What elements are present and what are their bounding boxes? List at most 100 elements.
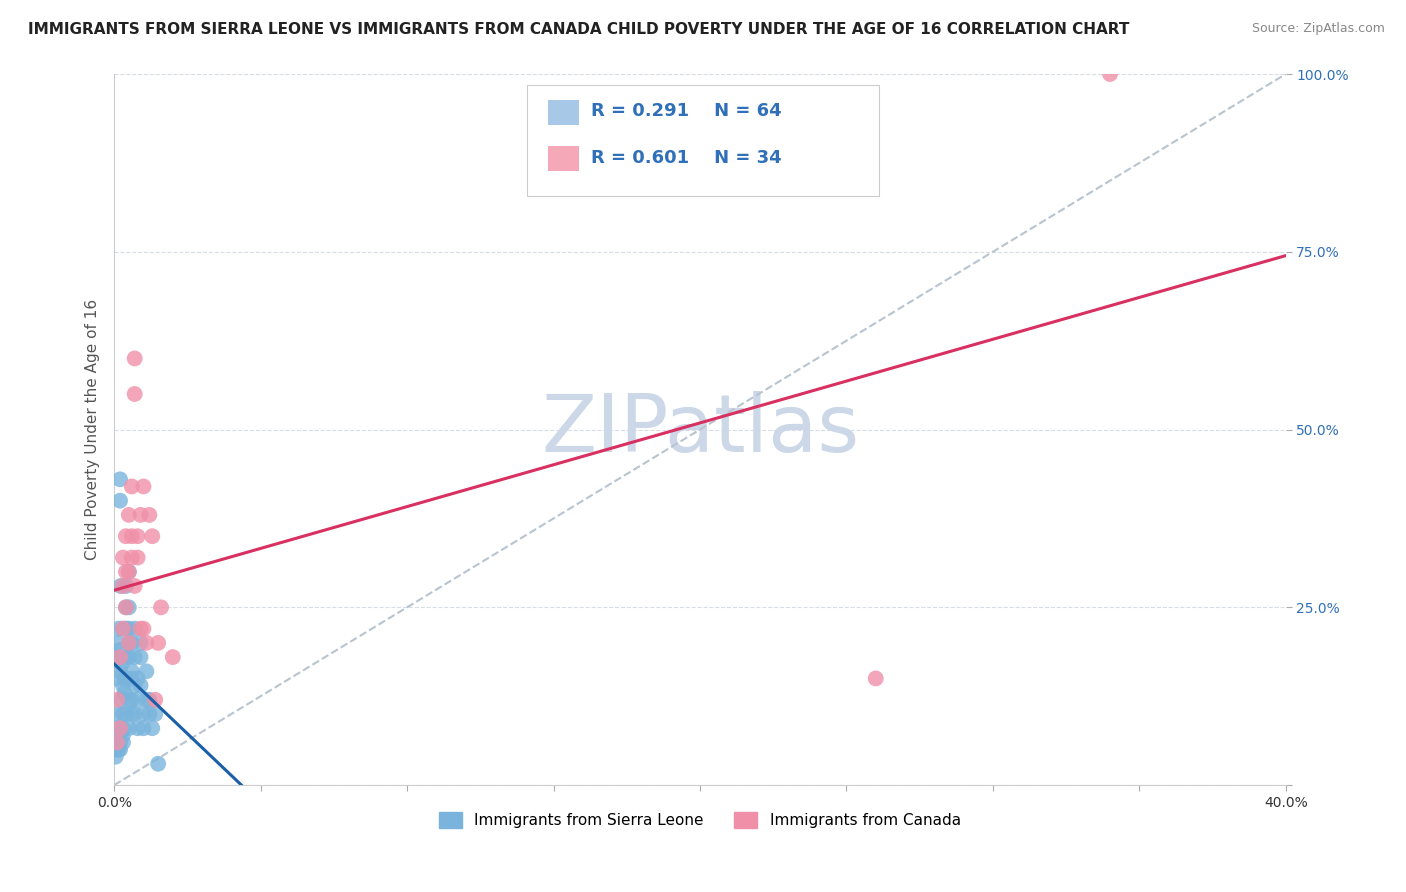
Point: [121, 529, 143, 543]
Point: [108, 643, 131, 657]
Point: [108, 742, 131, 756]
Point: [127, 692, 149, 706]
Point: [118, 622, 141, 636]
Point: [108, 665, 131, 679]
Point: [127, 529, 149, 543]
Point: [121, 672, 143, 686]
Point: [115, 565, 138, 579]
Point: [118, 650, 141, 665]
Point: [107, 742, 129, 756]
Point: [111, 735, 134, 749]
Point: [124, 622, 146, 636]
Point: [121, 706, 143, 721]
Point: [111, 679, 134, 693]
Point: [114, 686, 136, 700]
Text: IMMIGRANTS FROM SIERRA LEONE VS IMMIGRANTS FROM CANADA CHILD POVERTY UNDER THE A: IMMIGRANTS FROM SIERRA LEONE VS IMMIGRAN…: [28, 22, 1129, 37]
Point: [132, 721, 155, 735]
Point: [135, 692, 157, 706]
Point: [111, 550, 134, 565]
Point: [143, 692, 166, 706]
Point: [135, 636, 157, 650]
Point: [865, 672, 887, 686]
Point: [129, 679, 152, 693]
Point: [115, 672, 138, 686]
Point: [132, 479, 155, 493]
Point: [118, 636, 141, 650]
Point: [141, 529, 163, 543]
Point: [138, 508, 160, 522]
Point: [121, 479, 143, 493]
Point: [115, 529, 138, 543]
Point: [115, 706, 138, 721]
Point: [143, 706, 166, 721]
Point: [105, 692, 128, 706]
Point: [105, 672, 128, 686]
Point: [121, 692, 143, 706]
Point: [118, 600, 141, 615]
Point: [127, 721, 149, 735]
Point: [124, 351, 146, 366]
Point: [124, 650, 146, 665]
Point: [107, 636, 129, 650]
Point: [127, 672, 149, 686]
Point: [108, 650, 131, 665]
Point: [107, 622, 129, 636]
Point: [129, 622, 152, 636]
Point: [105, 706, 128, 721]
Point: [115, 650, 138, 665]
Point: [105, 721, 128, 735]
Point: [124, 679, 146, 693]
Point: [108, 472, 131, 486]
Y-axis label: Child Poverty Under the Age of 16: Child Poverty Under the Age of 16: [86, 299, 100, 560]
Point: [146, 756, 169, 771]
Point: [121, 550, 143, 565]
Point: [132, 706, 155, 721]
Point: [132, 622, 155, 636]
Point: [111, 728, 134, 742]
Point: [104, 749, 127, 764]
Point: [110, 657, 132, 672]
Point: [150, 600, 173, 615]
Point: [162, 650, 184, 665]
Point: [105, 735, 128, 749]
Text: ZIPatlas: ZIPatlas: [541, 391, 859, 468]
Point: [105, 742, 128, 756]
Text: R = 0.601    N = 34: R = 0.601 N = 34: [591, 149, 782, 167]
Point: [111, 622, 134, 636]
Point: [111, 721, 134, 735]
Point: [111, 622, 134, 636]
Point: [108, 493, 131, 508]
Point: [118, 565, 141, 579]
Point: [115, 600, 138, 615]
Point: [111, 706, 134, 721]
Point: [124, 387, 146, 401]
Legend: Immigrants from Sierra Leone, Immigrants from Canada: Immigrants from Sierra Leone, Immigrants…: [433, 806, 967, 834]
Point: [127, 550, 149, 565]
Point: [114, 672, 136, 686]
Point: [129, 650, 152, 665]
Point: [121, 665, 143, 679]
Point: [138, 692, 160, 706]
Point: [124, 579, 146, 593]
Point: [1099, 67, 1122, 81]
Point: [108, 735, 131, 749]
Point: [138, 706, 160, 721]
Point: [110, 579, 132, 593]
Point: [129, 636, 152, 650]
Point: [115, 600, 138, 615]
Point: [118, 565, 141, 579]
Point: [146, 636, 169, 650]
Point: [129, 508, 152, 522]
Text: R = 0.291    N = 64: R = 0.291 N = 64: [591, 103, 782, 120]
Point: [118, 692, 141, 706]
Point: [111, 579, 134, 593]
Point: [135, 665, 157, 679]
Point: [141, 721, 163, 735]
Point: [121, 636, 143, 650]
Point: [115, 579, 138, 593]
Point: [115, 622, 138, 636]
Point: [108, 721, 131, 735]
Point: [118, 508, 141, 522]
Point: [104, 650, 127, 665]
Point: [110, 692, 132, 706]
